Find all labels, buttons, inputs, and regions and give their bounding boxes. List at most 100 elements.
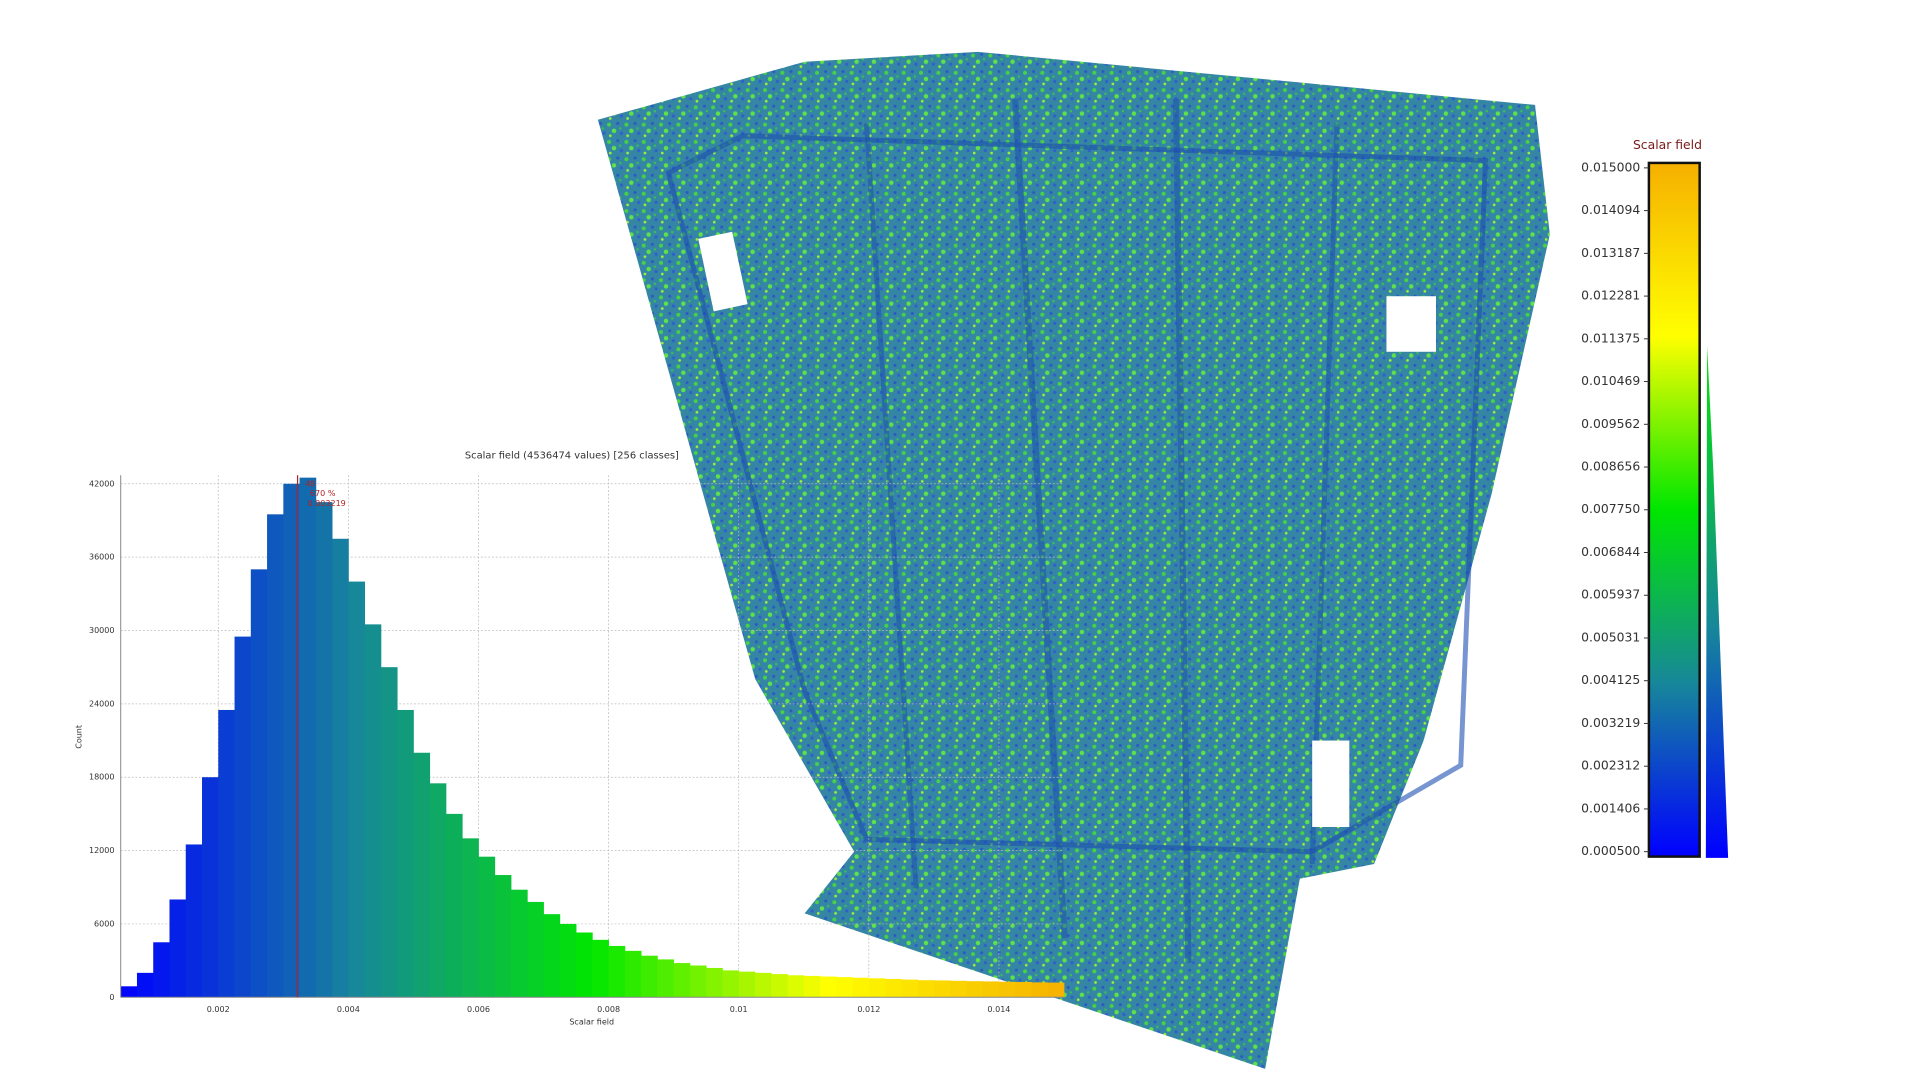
- histogram-bar: [445, 813, 463, 998]
- histogram-bar: [689, 965, 707, 998]
- histogram-bar: [738, 971, 756, 998]
- histogram-bar: [982, 981, 1000, 998]
- marker-label: 670 %: [310, 489, 336, 498]
- histogram-bar: [511, 889, 528, 998]
- colorbar-tick-label: 0.006844: [1581, 545, 1640, 559]
- histogram-bar: [803, 975, 821, 998]
- colorbar-tick-label: 0.009562: [1581, 417, 1640, 431]
- x-tick-label: 0.008: [597, 1005, 620, 1014]
- colorbar-tick-label: 0.010469: [1581, 374, 1640, 388]
- x-tick-label: 0.014: [987, 1005, 1010, 1014]
- colorbar-tick-label: 0.014094: [1581, 203, 1640, 217]
- chart-title: Scalar field (4536474 values) [256 class…: [465, 450, 679, 461]
- histogram-bar: [966, 981, 984, 998]
- colorbar: [1647, 161, 1701, 858]
- y-tick-label: 30000: [89, 626, 115, 635]
- histogram-bar: [657, 959, 675, 998]
- histogram-bar: [998, 981, 1016, 998]
- y-tick-label: 12000: [89, 846, 115, 855]
- histogram-bar: [364, 624, 382, 998]
- histogram-bar: [608, 945, 626, 998]
- histogram-bar: [771, 974, 788, 998]
- histogram-bar: [901, 979, 918, 998]
- histogram-bar: [299, 477, 317, 998]
- histogram-bar: [576, 932, 593, 998]
- marker-label: 48: [305, 479, 315, 488]
- histogram-bar: [852, 977, 870, 998]
- histogram-bar: [218, 709, 235, 998]
- histogram-bar: [641, 955, 658, 998]
- side-histogram: [1705, 345, 1729, 858]
- x-tick-label: 0.002: [207, 1005, 230, 1014]
- colorbar-tick-label: 0.005937: [1581, 588, 1640, 602]
- colorbar-tick-label: 0.001406: [1581, 801, 1640, 815]
- histogram-bar: [494, 875, 512, 998]
- histogram-bar: [120, 986, 138, 998]
- colorbar-tick-label: 0.005031: [1581, 630, 1640, 644]
- histogram-bar: [706, 967, 723, 998]
- histogram-bar: [543, 914, 561, 998]
- y-axis-label: Count: [75, 725, 84, 749]
- histogram-bar: [153, 942, 170, 998]
- histogram-bar: [429, 783, 447, 998]
- histogram-bar: [950, 980, 967, 998]
- histogram-bar: [267, 514, 284, 998]
- colorbar-tick-label: 0.011375: [1581, 331, 1640, 345]
- histogram-bar: [169, 899, 187, 998]
- histogram-bar: [1031, 982, 1049, 998]
- histogram-bar: [673, 963, 691, 998]
- histogram-bar: [234, 636, 252, 998]
- histogram-bar: [836, 977, 853, 998]
- colorbar-tick-label: 0.002312: [1581, 759, 1640, 773]
- histogram-bar: [185, 844, 203, 998]
- colorbar-tick-label: 0.004125: [1581, 673, 1640, 687]
- x-tick-label: 0.004: [337, 1005, 360, 1014]
- colorbar-tick-label: 0.012281: [1581, 289, 1640, 303]
- y-tick-label: 0: [109, 993, 114, 1002]
- histogram-bar: [868, 978, 886, 998]
- histogram-bar: [917, 980, 935, 998]
- histogram-bar: [1015, 982, 1032, 998]
- histogram-bar: [478, 856, 496, 998]
- histogram-bar: [250, 569, 268, 998]
- histogram-bar: [348, 581, 366, 998]
- colorbar-tick-label: 0.008656: [1581, 460, 1640, 474]
- histogram-bar: [283, 483, 300, 998]
- histogram-bar: [397, 709, 414, 998]
- x-tick-label: 0.006: [467, 1005, 490, 1014]
- y-tick-label: 24000: [89, 699, 115, 708]
- colorbar-title: Scalar field: [1633, 138, 1702, 152]
- x-tick-label: 0.01: [730, 1005, 748, 1014]
- histogram-bar: [820, 976, 837, 998]
- y-tick-label: 42000: [89, 479, 115, 488]
- histogram-bar: [787, 975, 805, 998]
- histogram-bar: [315, 502, 333, 998]
- y-tick-label: 36000: [89, 553, 115, 562]
- colorbar-tick-label: 0.003219: [1581, 716, 1640, 730]
- histogram-bar: [413, 752, 431, 998]
- x-tick-label: 0.012: [857, 1005, 880, 1014]
- histogram-bar: [332, 538, 349, 998]
- histogram-bar: [885, 978, 902, 998]
- histogram-bar: [933, 980, 951, 998]
- histogram-bar: [462, 838, 479, 998]
- histogram-bar: [624, 950, 642, 998]
- y-tick-label: 18000: [89, 773, 115, 782]
- histogram-bar: [722, 970, 740, 998]
- colorbar-tick-label: 0.000500: [1581, 844, 1640, 858]
- histogram-bar: [754, 972, 772, 998]
- histogram-bar: [202, 777, 219, 998]
- y-tick-label: 6000: [94, 919, 114, 928]
- marker-value: 0.003219: [307, 499, 345, 508]
- histogram-bar: [559, 923, 577, 998]
- x-axis-label: Scalar field: [569, 1017, 614, 1026]
- histogram-bar: [527, 901, 544, 998]
- histogram-bar: [1047, 982, 1065, 998]
- point-cloud: [597, 51, 1550, 1069]
- colorbar-tick-label: 0.007750: [1581, 502, 1640, 516]
- histogram-bar: [136, 972, 154, 998]
- colorbar-tick-label: 0.015000: [1581, 160, 1640, 174]
- histogram-bar: [380, 667, 398, 998]
